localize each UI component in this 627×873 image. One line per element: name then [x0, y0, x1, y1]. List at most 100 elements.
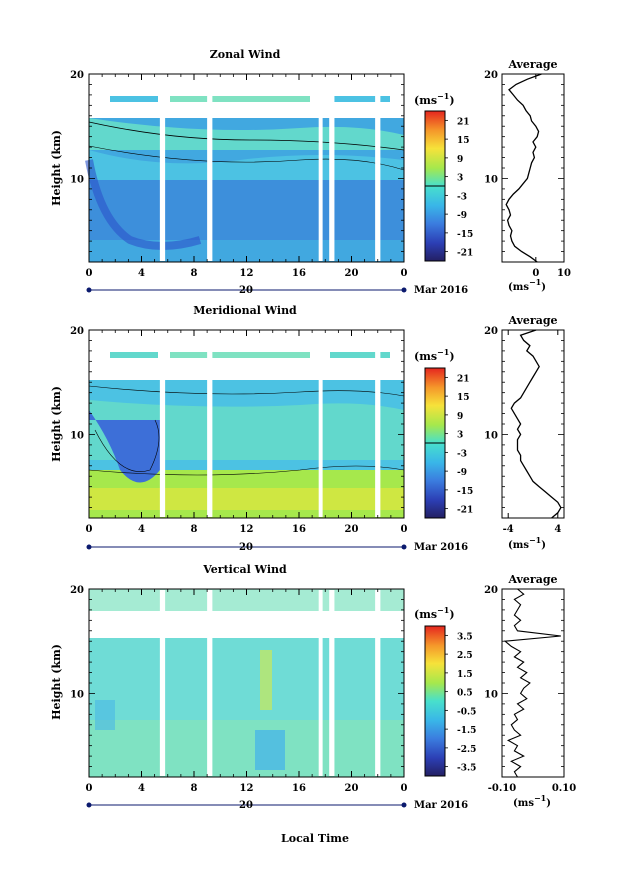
profile-frame [501, 329, 565, 519]
data-gap [329, 75, 335, 261]
x-tick-label: 8 [191, 783, 198, 794]
y-tick-label: 10 [70, 430, 84, 441]
colorbar-unit: (ms−1) [414, 347, 455, 363]
panel-title: Zonal Wind [210, 48, 281, 61]
profile-unit: (ms−1) [508, 277, 546, 293]
field-lower-strong [89, 488, 404, 510]
x-tick-label: 16 [292, 783, 306, 794]
colorbar-tick-label: -1.5 [457, 726, 476, 736]
x-ticks: 0 4 8 12 16 20 0 [86, 74, 408, 279]
colorbar-tick-label: -21 [457, 506, 473, 516]
zero-contour [94, 419, 160, 472]
field-strong-region [85, 159, 202, 250]
data-gaps [159, 75, 381, 261]
colorbar-tick-label: 1.5 [457, 670, 473, 680]
colorbar-tick-label: 2.5 [457, 651, 473, 661]
x-ticks: 0 4 8 12 16 20 0 [86, 330, 408, 535]
date-center-label: 20 [239, 542, 253, 553]
profile-y-tick-label: 20 [484, 585, 498, 596]
profile-y-tick-label: 10 [484, 174, 498, 185]
zero-contour [88, 121, 405, 151]
x-tick-label: 0 [401, 524, 408, 535]
colorbar-tick-label: -0.5 [457, 707, 476, 717]
data-gap [207, 331, 213, 517]
profile-x-tick-label: 10 [557, 268, 571, 279]
x-tick-label: 16 [292, 524, 306, 535]
data-gap [207, 590, 213, 776]
month-label: Mar 2016 [414, 542, 468, 553]
x-tick-label: 4 [138, 268, 145, 279]
month-label: Mar 2016 [414, 800, 468, 811]
field-upper-patch [330, 352, 390, 358]
colorbar-tick-label: 21 [457, 117, 470, 127]
field-downdraft-patch [95, 700, 115, 730]
x-tick-label: 20 [345, 783, 359, 794]
x-ticks: 0 4 8 12 16 20 0 [86, 589, 408, 794]
y-tick-label: 10 [70, 689, 84, 700]
field-upper-patch [170, 96, 310, 102]
colorbar-tick-label: -2.5 [457, 745, 476, 755]
colorbar-tick-label: -21 [457, 249, 473, 259]
x-tick-label: 16 [292, 268, 306, 279]
field-upper-transition [89, 150, 404, 180]
date-bar: 20 Mar 2016 [86, 542, 468, 553]
colorbar-tick-label: -15 [457, 230, 473, 240]
x-tick-label: 0 [401, 783, 408, 794]
field-upper-patch [110, 352, 158, 358]
profile-y-tick-label: 10 [484, 689, 498, 700]
data-gap [207, 75, 213, 261]
x-tick-label: 12 [240, 783, 254, 794]
x-tick-label: 0 [86, 783, 93, 794]
data-gap [159, 590, 166, 776]
profile-y-tick-label: 20 [484, 70, 498, 81]
profile-y-tick-label: 20 [484, 326, 498, 337]
data-gap [375, 331, 381, 517]
y-axis-label: Height (km) [50, 386, 63, 462]
field-jet-core [89, 180, 404, 240]
profile-x-tick-label: 4 [554, 524, 561, 535]
month-label: Mar 2016 [414, 285, 468, 296]
colorbar-unit: (ms−1) [414, 91, 455, 107]
colorbar-tick-label: 3.5 [457, 632, 473, 642]
colorbar: (ms−1) 3.5 2.5 1.5 0.5 -0.5 -1.5 -2.5 -3.5 [414, 605, 476, 777]
field-downdraft-patch [255, 730, 285, 770]
x-tick-label: 4 [138, 524, 145, 535]
profile-line [510, 329, 562, 519]
data-gap [318, 75, 323, 261]
x-axis-label: Local Time [281, 832, 349, 845]
date-center-label: 20 [239, 285, 253, 296]
panel-vertical-wind: Vertical Wind Height (km) 0 4 8 12 16 20 0 201… [50, 563, 576, 811]
zero-contour [88, 385, 405, 397]
y-tick-label: 20 [70, 585, 84, 596]
colorbar: (ms−1) 21 15 9 3 -3 -9 -15 -21 [414, 91, 473, 262]
colorbar-ticks: 21 15 9 3 -3 -9 -15 -21 [445, 374, 473, 516]
x-tick-label: 0 [86, 268, 93, 279]
colorbar-tick-label: -3 [457, 449, 467, 459]
field-upper-patch [170, 352, 310, 358]
data-gap [159, 75, 166, 261]
x-tick-label: 8 [191, 524, 198, 535]
x-tick-label: 20 [345, 524, 359, 535]
average-title: Average [507, 314, 557, 327]
profile-x-ticks: -0.10 0.10 [488, 589, 576, 794]
data-gap [318, 590, 323, 776]
data-gap [375, 590, 381, 776]
colorbar-tick-label: 9 [457, 155, 463, 165]
colorbar-tick-label: 3 [457, 431, 463, 441]
x-tick-label: 20 [345, 268, 359, 279]
field-updraft-patch [260, 650, 272, 710]
colorbar-tick-label: -15 [457, 487, 473, 497]
colorbar-tick-label: -9 [457, 211, 467, 221]
field-negative-region [89, 410, 163, 483]
profile-x-tick-label: -0.10 [488, 783, 517, 794]
y-axis-label: Height (km) [50, 644, 63, 720]
data-gaps [159, 590, 381, 776]
colorbar-tick-label: -9 [457, 468, 467, 478]
field-upper-band [89, 589, 404, 611]
zero-contour [88, 145, 405, 171]
profile-y-tick-label: 10 [484, 430, 498, 441]
